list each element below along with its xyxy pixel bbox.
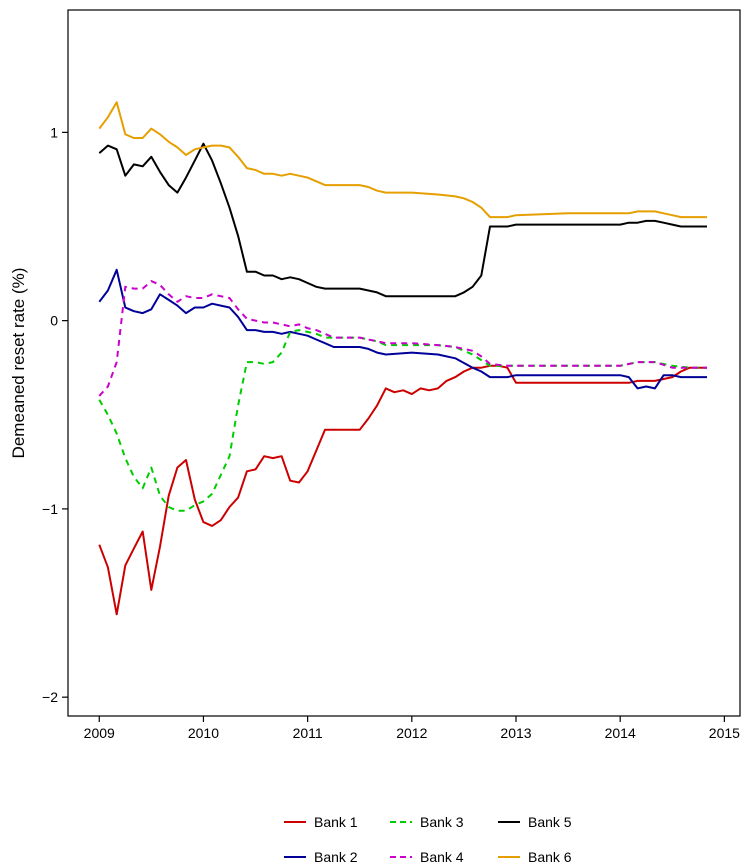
x-tick-label: 2013 bbox=[500, 725, 531, 741]
x-tick-label: 2014 bbox=[605, 725, 636, 741]
legend-label-bank-3: Bank 3 bbox=[420, 814, 464, 830]
x-tick-label: 2012 bbox=[396, 725, 427, 741]
plot-frame bbox=[67, 9, 741, 717]
y-tick-label: 1 bbox=[50, 124, 58, 140]
series-line-bank-5 bbox=[98, 142, 707, 298]
legend-label-bank-6: Bank 6 bbox=[528, 849, 572, 865]
series-line-bank-6 bbox=[98, 101, 707, 219]
legend-label-bank-1: Bank 1 bbox=[314, 814, 358, 830]
y-tick-label: 0 bbox=[50, 313, 58, 329]
plot-lines bbox=[98, 101, 707, 616]
x-axis: 2009 2010 2011 2012 2013 2014 2015 bbox=[84, 716, 740, 741]
y-axis-title: Demeaned reset rate (%) bbox=[9, 268, 28, 459]
y-axis: −2 −1 0 1 bbox=[42, 124, 68, 705]
series-line-bank-2 bbox=[98, 268, 707, 390]
x-tick-label: 2010 bbox=[188, 725, 219, 741]
series-line-bank-4 bbox=[98, 280, 707, 397]
y-tick-label: −2 bbox=[42, 689, 58, 705]
x-tick-label: 2011 bbox=[293, 725, 323, 741]
x-tick-label: 2015 bbox=[709, 725, 740, 741]
legend: Bank 1 Bank 2 Bank 3 Bank 4 Bank 5 Bank 6 bbox=[284, 814, 572, 865]
y-tick-label: −1 bbox=[42, 501, 58, 517]
legend-label-bank-2: Bank 2 bbox=[314, 849, 358, 865]
legend-label-bank-5: Bank 5 bbox=[528, 814, 572, 830]
x-tick-label: 2009 bbox=[84, 725, 115, 741]
legend-label-bank-4: Bank 4 bbox=[420, 849, 464, 865]
series-line-bank-1 bbox=[98, 364, 707, 616]
